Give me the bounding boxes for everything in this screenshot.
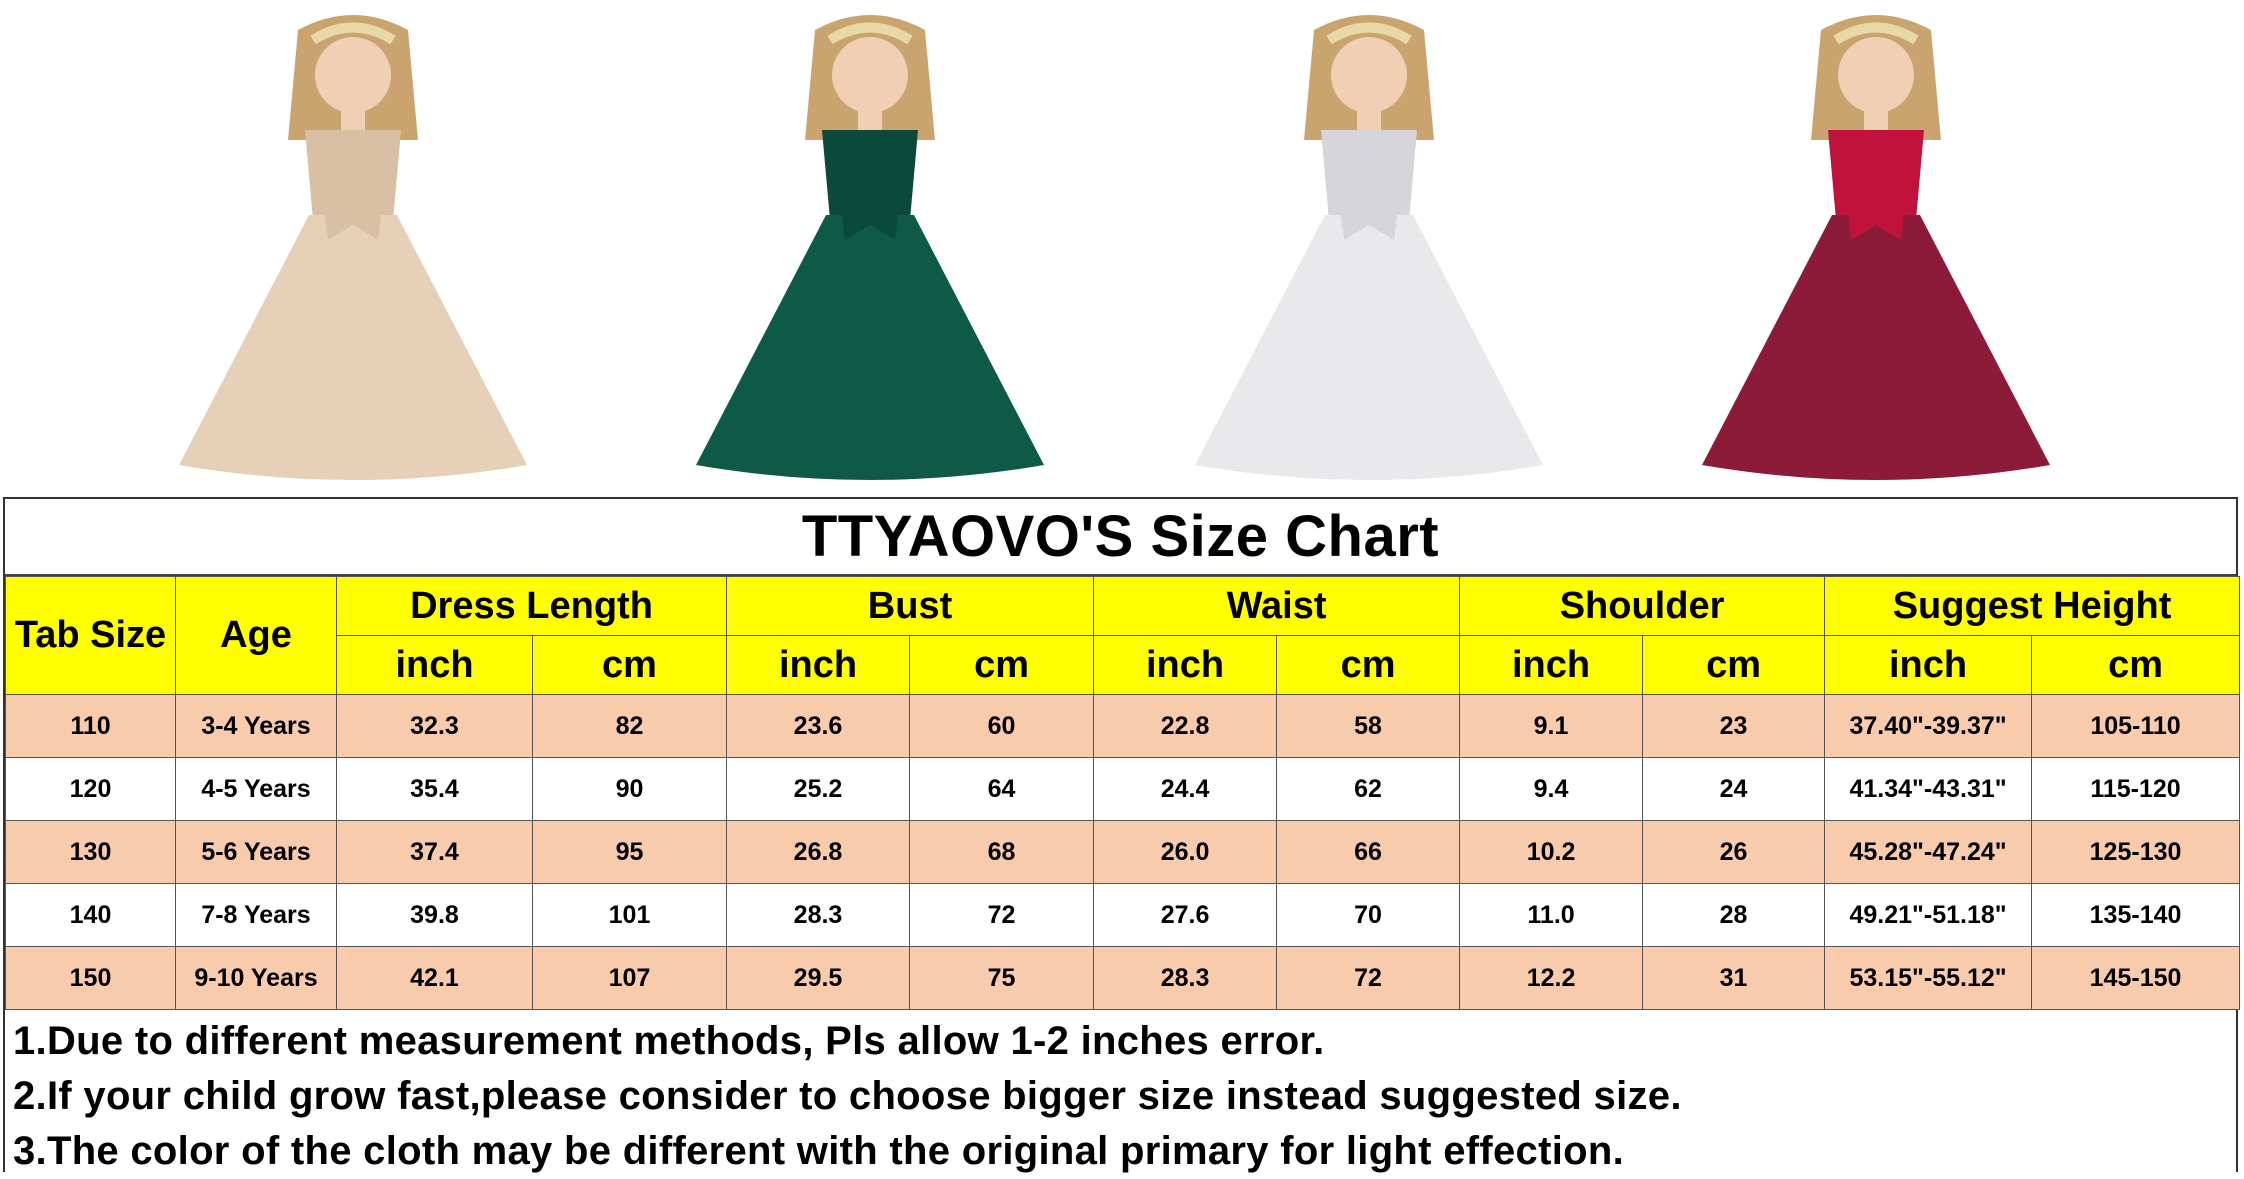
table-cell: 115-120: [2031, 757, 2241, 821]
header-suggest-height: Suggest Height: [1824, 576, 2241, 636]
table-row: 150 9-10 Years 42.1 107 29.5 75 28.3 72 12.2 31 53…: [5, 946, 2241, 1010]
table-cell: 42.1: [336, 946, 533, 1010]
table-cell: 26.0: [1093, 820, 1278, 884]
table-cell: 125-130: [2031, 820, 2241, 884]
table-cell: 135-140: [2031, 883, 2241, 947]
header-tab-size: Tab Size: [5, 576, 176, 695]
table-cell: 75: [909, 946, 1095, 1010]
table-cell: 45.28"-47.24": [1824, 820, 2033, 884]
note-3: 3.The color of the cloth may be differen…: [13, 1129, 1624, 1173]
table-cell: 68: [909, 820, 1095, 884]
table-cell: 64: [909, 757, 1095, 821]
table-cell: 140: [5, 883, 176, 947]
table-cell: 4-5 Years: [175, 757, 337, 821]
table-cell: 24: [1642, 757, 1826, 821]
table-cell: 72: [909, 883, 1095, 947]
table-cell: 28.3: [726, 883, 911, 947]
dress-photo-burgundy: [1702, 15, 2050, 480]
table-cell: 11.0: [1459, 883, 1644, 947]
table-cell: 39.8: [336, 883, 533, 947]
size-chart: TTYAOVO'S Size Chart Tab Size Age Dress …: [3, 497, 2241, 1173]
table-cell: 95: [531, 820, 728, 884]
table-cell: 28.3: [1093, 946, 1278, 1010]
table-cell: 24.4: [1093, 757, 1278, 821]
table-cell: 3-4 Years: [175, 694, 337, 758]
table-cell: 107: [531, 946, 728, 1010]
table-cell: 37.4: [336, 820, 533, 884]
table-cell: 7-8 Years: [175, 883, 337, 947]
dress-illustrations: [179, 15, 2050, 480]
table-cell: 41.34"-43.31": [1824, 757, 2033, 821]
dress-photo-white: [1195, 15, 1543, 480]
table-cell: 120: [5, 757, 176, 821]
table-cell: 35.4: [336, 757, 533, 821]
dress-photo-champagne: [179, 15, 527, 480]
note-1: 1.Due to different measurement methods, …: [13, 1019, 1325, 1063]
size-table: Tab Size Age Dress Length Bust Waist Sho…: [5, 576, 2241, 1010]
table-cell: 25.2: [726, 757, 911, 821]
table-row: 120 4-5 Years 35.4 90 25.2 64 24.4 62 9.4 24 41.34…: [5, 757, 2241, 821]
table-cell: 82: [531, 694, 728, 758]
table-cell: 23: [1642, 694, 1826, 758]
table-cell: 9-10 Years: [175, 946, 337, 1010]
table-cell: 60: [909, 694, 1095, 758]
table-cell: 5-6 Years: [175, 820, 337, 884]
product-photos: [0, 0, 2244, 497]
header-unit-cm: cm: [1276, 635, 1461, 695]
table-cell: 23.6: [726, 694, 911, 758]
table-cell: 28: [1642, 883, 1826, 947]
header-unit-inch: inch: [1093, 635, 1278, 695]
table-cell: 27.6: [1093, 883, 1278, 947]
table-row: 130 5-6 Years 37.4 95 26.8 68 26.0 66 10.2 26 45.2…: [5, 820, 2241, 884]
header-unit-inch: inch: [726, 635, 911, 695]
table-cell: 12.2: [1459, 946, 1644, 1010]
table-cell: 32.3: [336, 694, 533, 758]
table-cell: 72: [1276, 946, 1461, 1010]
table-cell: 70: [1276, 883, 1461, 947]
table-cell: 53.15"-55.12": [1824, 946, 2033, 1010]
header-unit-inch: inch: [336, 635, 533, 695]
table-cell: 26.8: [726, 820, 911, 884]
header-dress-length: Dress Length: [335, 576, 728, 636]
table-cell: 105-110: [2031, 694, 2241, 758]
header-unit-cm: cm: [1642, 635, 1826, 695]
notes: 1.Due to different measurement methods, …: [5, 1010, 2236, 1179]
header-unit-inch: inch: [1459, 635, 1644, 695]
table-row: 110 3-4 Years 32.3 82 23.6 60 22.8 58 9.1 23 37.40…: [5, 694, 2241, 758]
table-cell: 150: [5, 946, 176, 1010]
header-unit-cm: cm: [531, 635, 728, 695]
table-cell: 110: [5, 694, 176, 758]
table-cell: 130: [5, 820, 176, 884]
table-cell: 22.8: [1093, 694, 1278, 758]
header-waist: Waist: [1093, 576, 1461, 636]
table-cell: 90: [531, 757, 728, 821]
header-bust: Bust: [726, 576, 1095, 636]
table-cell: 58: [1276, 694, 1461, 758]
header-unit-cm: cm: [2031, 635, 2241, 695]
table-cell: 37.40"-39.37": [1824, 694, 2033, 758]
table-cell: 31: [1642, 946, 1826, 1010]
table-cell: 62: [1276, 757, 1461, 821]
note-2: 2.If your child grow fast,please conside…: [13, 1074, 1682, 1118]
table-row: 140 7-8 Years 39.8 101 28.3 72 27.6 70 11.0 28 49.…: [5, 883, 2241, 947]
header-age: Age: [175, 576, 337, 695]
header-unit-cm: cm: [909, 635, 1095, 695]
table-cell: 66: [1276, 820, 1461, 884]
table-cell: 49.21"-51.18": [1824, 883, 2033, 947]
table-cell: 101: [531, 883, 728, 947]
table-cell: 145-150: [2031, 946, 2241, 1010]
table-cell: 10.2: [1459, 820, 1644, 884]
header-shoulder: Shoulder: [1459, 576, 1826, 636]
header-unit-inch: inch: [1824, 635, 2033, 695]
table-cell: 9.4: [1459, 757, 1644, 821]
dress-photo-green: [696, 15, 1044, 480]
table-cell: 26: [1642, 820, 1826, 884]
chart-title: TTYAOVO'S Size Chart: [5, 499, 2236, 576]
table-cell: 9.1: [1459, 694, 1644, 758]
table-cell: 29.5: [726, 946, 911, 1010]
